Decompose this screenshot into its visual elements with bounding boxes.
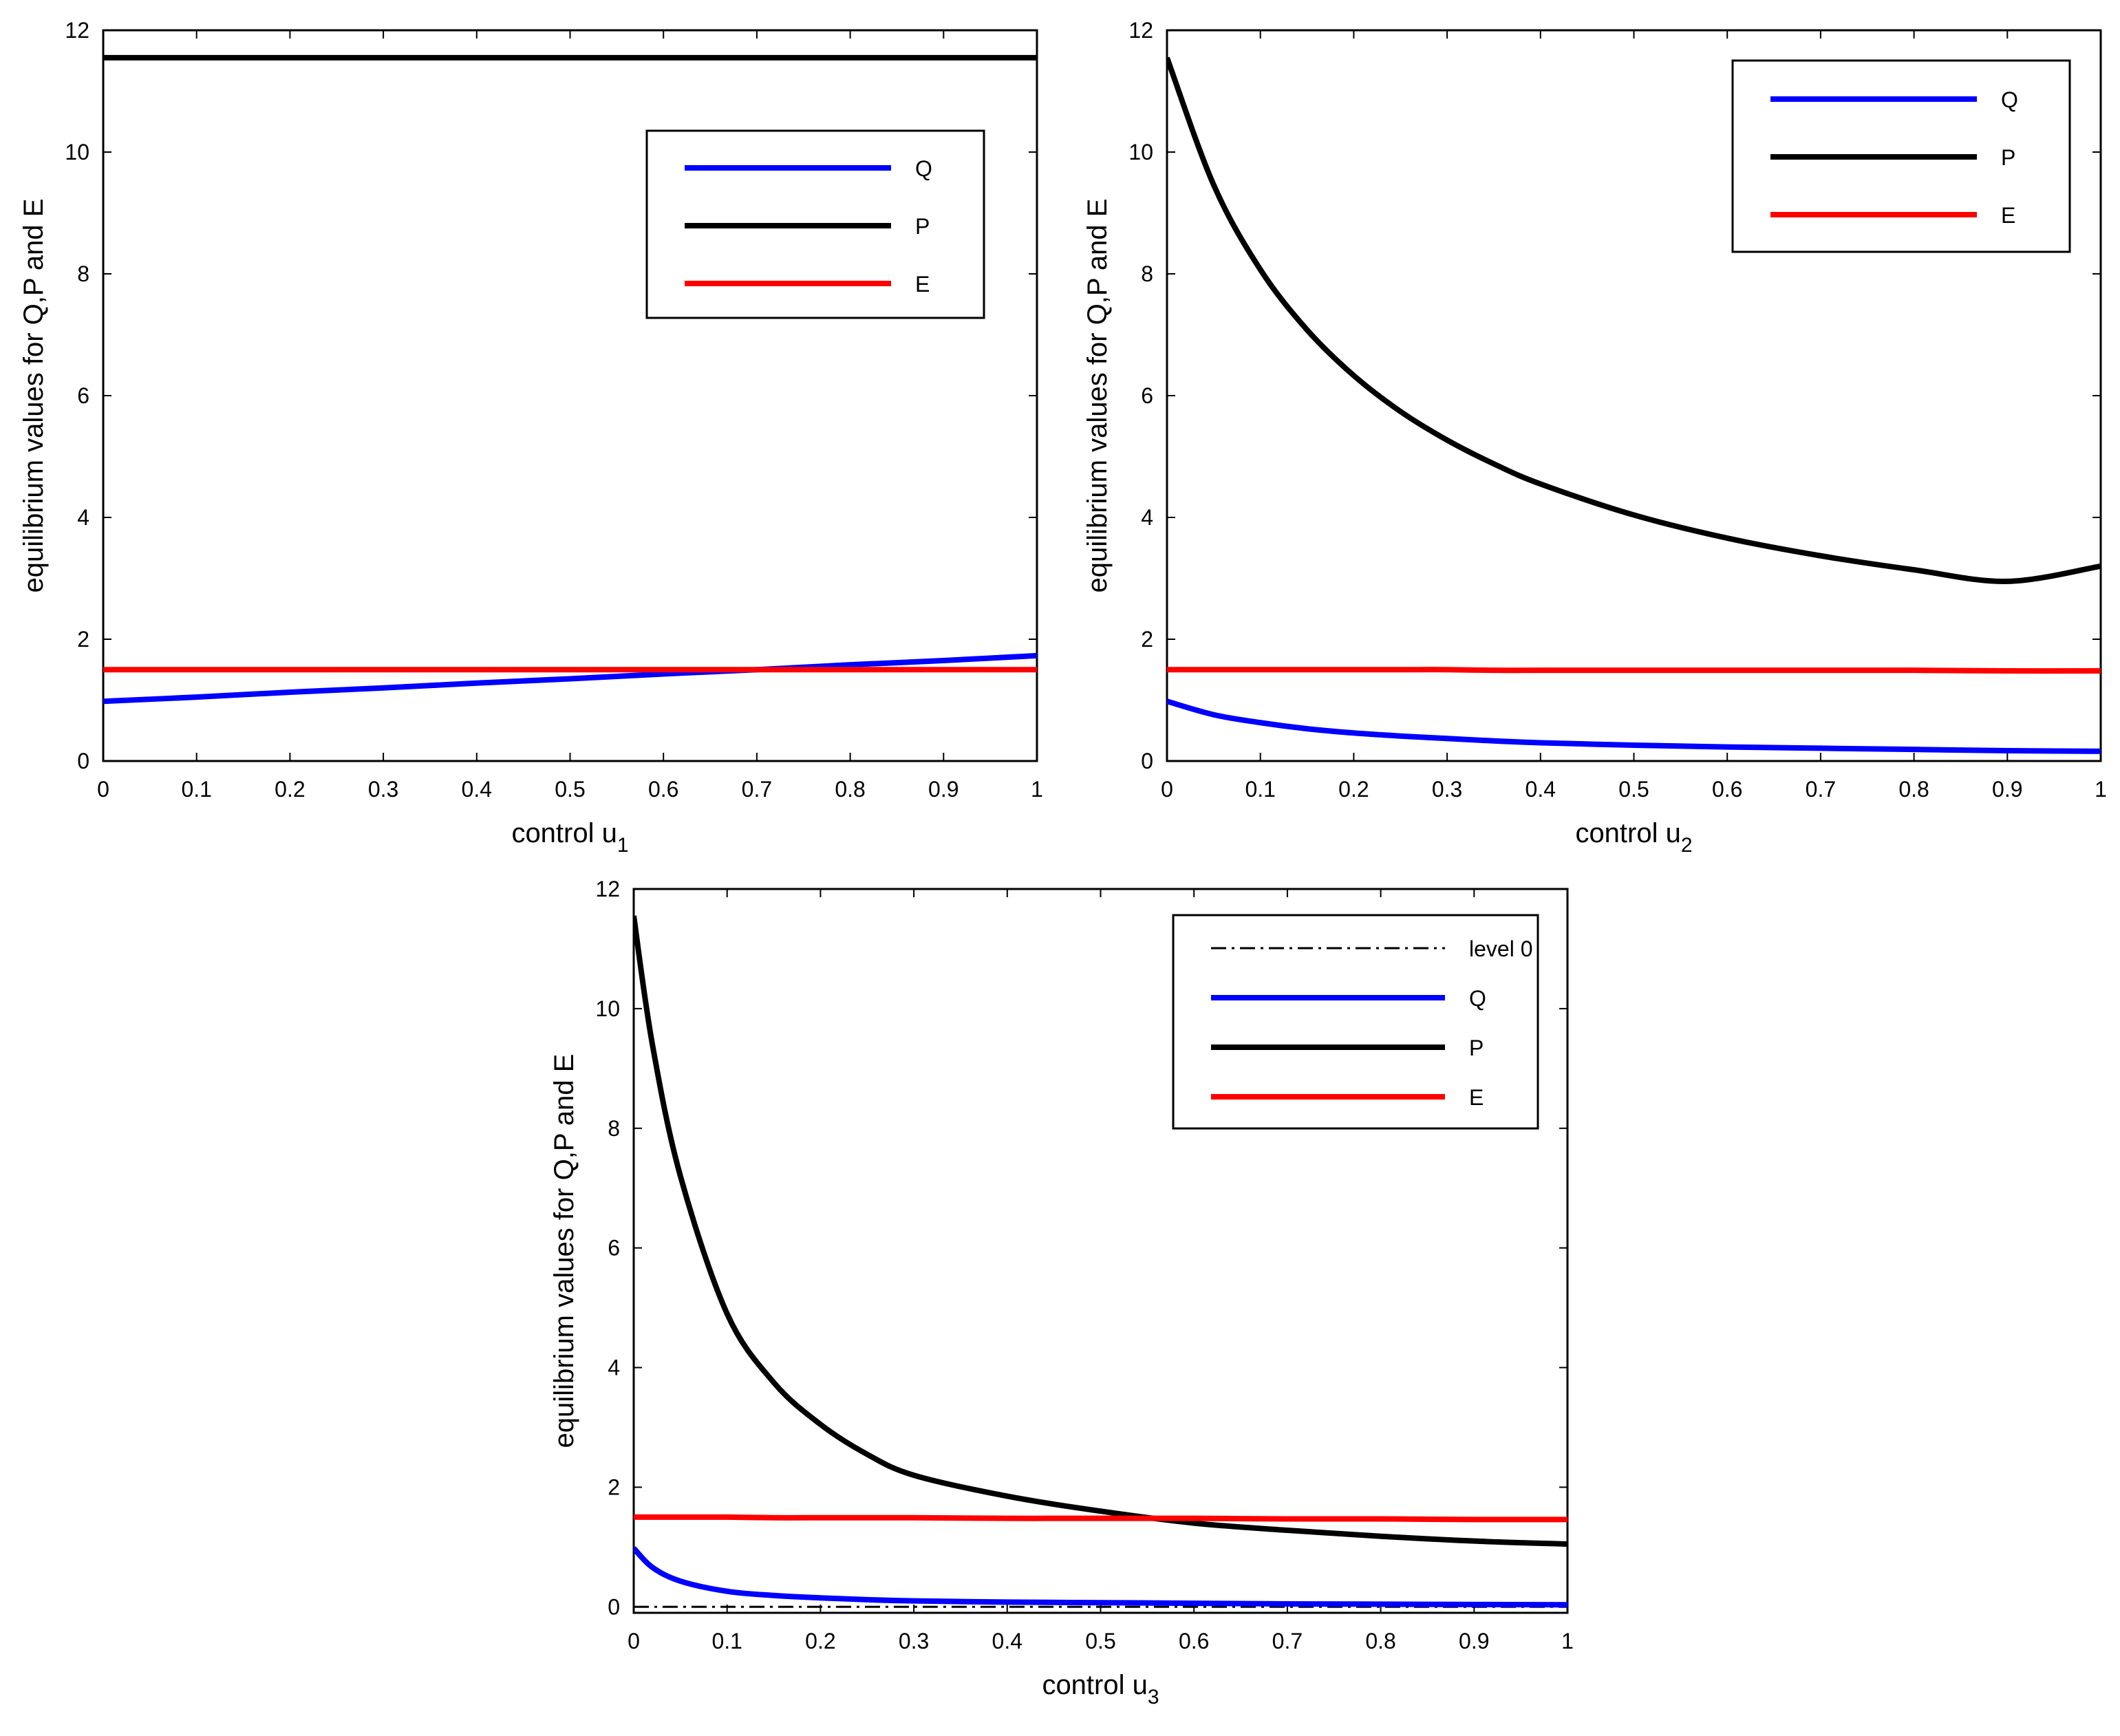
series-q <box>634 1546 1567 1608</box>
chart-plot1: 0 0.1 0.2 0.3 0.4 0.5 0.6 0.7 0.8 0.9 1024681012co… <box>19 18 1043 857</box>
chart-plot2: 0 0.1 0.2 0.3 0.4 0.5 0.6 0.7 0.8 0.9 1024681012co… <box>1082 18 2107 857</box>
x-axis-label-subscript: 3 <box>1148 1686 1159 1708</box>
x-axis-label: control u2 <box>1575 818 1692 857</box>
y-tick-label: 12 <box>595 877 620 901</box>
x-tick-label: 0.6 <box>1179 1629 1209 1653</box>
y-tick-label: 4 <box>608 1355 620 1380</box>
legend-box <box>1172 914 1539 1130</box>
x-axis-label: control u1 <box>511 818 628 857</box>
x-tick-label: 0.7 <box>1272 1629 1303 1653</box>
x-tick-label: 0.5 <box>1085 1629 1115 1653</box>
x-tick-label: 0 <box>97 777 109 802</box>
series-group <box>1167 56 2101 754</box>
x-tick-label: 0 <box>628 1629 640 1653</box>
x-tick-label: 0.8 <box>1365 1629 1395 1653</box>
y-tick-label: 8 <box>77 261 89 286</box>
series-p <box>1167 56 2101 584</box>
series-q <box>1167 698 2101 754</box>
x-tick-label: 0.9 <box>1992 777 2022 802</box>
x-tick-label: 0.4 <box>1525 777 1556 802</box>
legend-label: P <box>1469 1036 1484 1060</box>
x-tick-label: 0.5 <box>1618 777 1649 802</box>
x-axis-label-main: control u <box>511 818 617 848</box>
series-group <box>634 915 1567 1608</box>
x-tick-label: 0.2 <box>805 1629 835 1653</box>
y-tick-label: 6 <box>77 383 89 408</box>
x-axis-label-subscript: 1 <box>617 834 629 857</box>
series-p <box>634 915 1567 1547</box>
x-tick-label: 0.1 <box>181 777 211 802</box>
chart-plot3: 0 0.1 0.2 0.3 0.4 0.5 0.6 0.7 0.8 0.9 1024681012co… <box>549 877 1574 1708</box>
series-e <box>634 1514 1567 1523</box>
x-tick-label: 0.1 <box>711 1629 742 1653</box>
x-tick-label: 0.4 <box>462 777 492 802</box>
y-axis-label: equilibrium values for Q,P and E <box>1082 199 1113 593</box>
legend-label: Q <box>915 156 932 181</box>
x-tick-label: 0.4 <box>992 1629 1022 1653</box>
x-tick-label: 0.8 <box>1898 777 1929 802</box>
x-tick-label: 0.1 <box>1245 777 1275 802</box>
x-tick-label: 0.6 <box>648 777 678 802</box>
x-axis-label: control u3 <box>1042 1670 1159 1708</box>
x-tick-label: 0 <box>1161 777 1173 802</box>
y-tick-label: 10 <box>1128 140 1153 164</box>
y-axis-label: equilibrium values for Q,P and E <box>549 1054 579 1448</box>
x-tick-label: 0.9 <box>928 777 959 802</box>
y-tick-label: 2 <box>77 627 89 652</box>
x-tick-label: 1 <box>1561 1629 1574 1653</box>
x-tick-label: 0.6 <box>1712 777 1742 802</box>
x-tick-label: 0.3 <box>899 1629 929 1653</box>
legend-label: level 0 <box>1469 936 1533 961</box>
y-tick-label: 4 <box>77 505 89 530</box>
series-q <box>103 652 1037 705</box>
y-tick-label: 4 <box>1141 505 1153 530</box>
y-tick-label: 6 <box>1141 383 1153 408</box>
legend-label: P <box>2001 145 2015 170</box>
x-tick-label: 0.9 <box>1459 1629 1489 1653</box>
y-tick-label: 0 <box>608 1594 620 1619</box>
legend-label: E <box>2001 203 2015 228</box>
legend-label: Q <box>1469 986 1486 1011</box>
legend-label: E <box>1469 1085 1484 1110</box>
y-tick-label: 0 <box>1141 749 1153 773</box>
y-tick-label: 10 <box>595 996 620 1021</box>
legend-label: P <box>915 214 930 239</box>
x-axis-label-main: control u <box>1042 1670 1147 1700</box>
legend: level 0 Q P E <box>1172 914 1539 1130</box>
x-tick-label: 0.5 <box>555 777 585 802</box>
y-tick-label: 2 <box>1141 627 1153 652</box>
y-tick-label: 12 <box>65 18 89 43</box>
y-tick-label: 0 <box>77 749 89 773</box>
x-tick-label: 0.3 <box>368 777 398 802</box>
x-tick-label: 1 <box>1031 777 1043 802</box>
x-tick-label: 0.7 <box>742 777 772 802</box>
x-tick-label: 0.2 <box>1338 777 1369 802</box>
y-tick-label: 10 <box>65 140 89 164</box>
y-tick-label: 12 <box>1128 18 1153 43</box>
x-tick-label: 0.7 <box>1806 777 1836 802</box>
legend-label: Q <box>2001 87 2018 112</box>
series-group <box>103 54 1037 705</box>
x-tick-label: 0.2 <box>275 777 305 802</box>
series-e <box>1167 667 2101 674</box>
y-axis-label: equilibrium values for Q,P and E <box>19 199 49 593</box>
y-tick-label: 6 <box>608 1236 620 1261</box>
x-tick-label: 0.8 <box>835 777 865 802</box>
legend: Q P E <box>1731 59 2071 253</box>
legend: Q P E <box>645 129 985 319</box>
x-axis-label-subscript: 2 <box>1681 834 1693 857</box>
y-tick-label: 8 <box>1141 261 1153 286</box>
x-axis-label-main: control u <box>1575 818 1680 848</box>
y-tick-label: 8 <box>608 1116 620 1141</box>
x-tick-label: 0.3 <box>1432 777 1462 802</box>
y-tick-label: 2 <box>608 1475 620 1499</box>
legend-label: E <box>915 272 930 297</box>
x-tick-label: 1 <box>2095 777 2107 802</box>
